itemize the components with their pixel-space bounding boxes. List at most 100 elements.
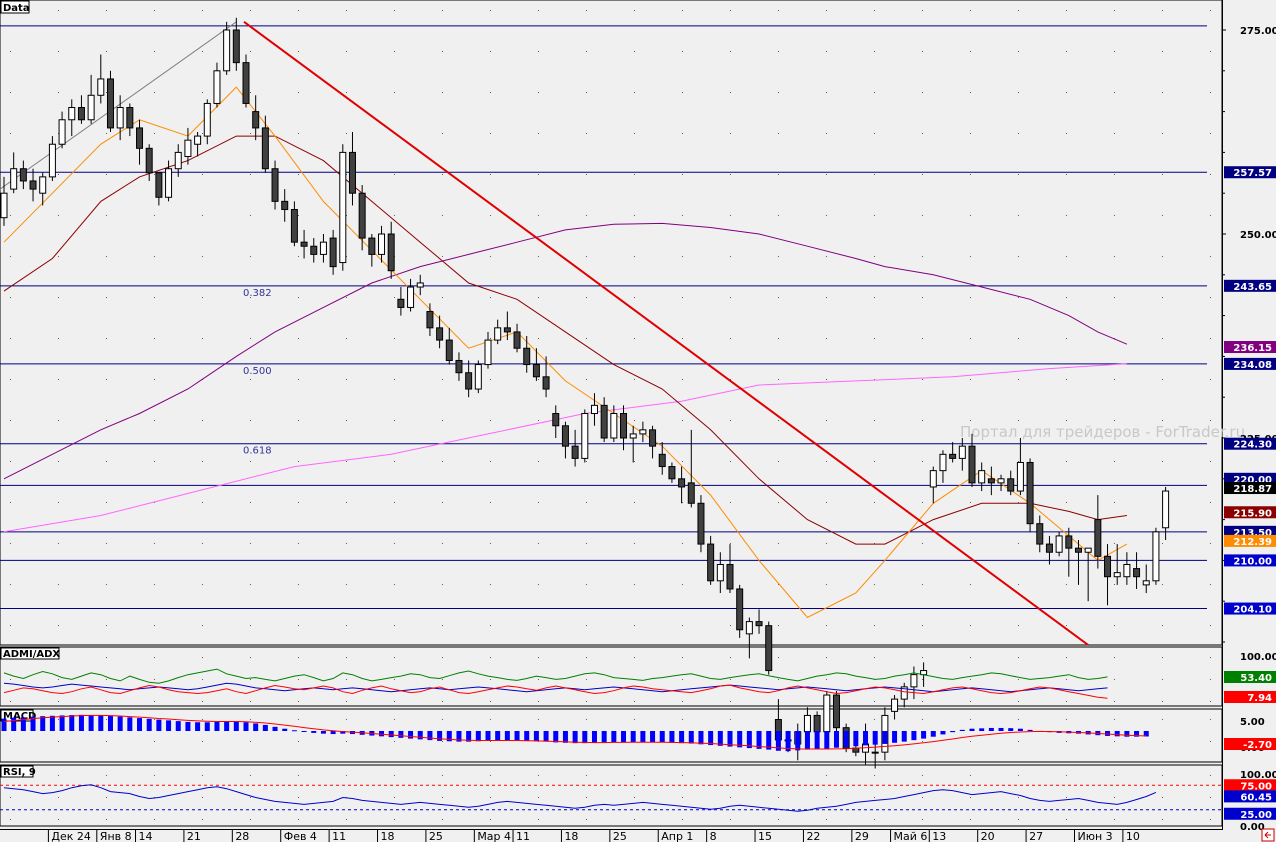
grid-dot [826, 502, 827, 503]
grid-dot [490, 51, 491, 52]
grid-dot [922, 338, 923, 339]
macd-bar [485, 731, 491, 741]
grid-dot [922, 215, 923, 216]
grid-dot [10, 502, 11, 503]
macd-bar [562, 731, 568, 743]
grid-dot [634, 379, 635, 380]
grid-dot [1066, 461, 1067, 462]
grid-dot [970, 92, 971, 93]
macd-bar [137, 718, 143, 731]
grid-dot [874, 338, 875, 339]
grid-dot [154, 775, 155, 776]
grid-dot [1018, 701, 1019, 702]
grid-dot [346, 701, 347, 702]
watermark: Портал для трейдеров - ForTrader.ru [960, 423, 1245, 441]
x-tick-label: Апр 1 [661, 830, 693, 842]
grid-dot [106, 379, 107, 380]
rsi-panel [0, 764, 1223, 827]
x-tick-label: 15 [758, 830, 772, 842]
price-tag-label: 212.39 [1233, 537, 1272, 548]
macd-bar [78, 714, 84, 731]
grid-dot [826, 797, 827, 798]
candle-body [765, 625, 773, 672]
grid-dot [634, 10, 635, 11]
grid-dot [1114, 719, 1115, 720]
price-tag: 243.65 [1224, 279, 1276, 293]
grid-dot [586, 775, 587, 776]
price-tag-label: 215.90 [1233, 508, 1272, 519]
grid-dot [106, 297, 107, 298]
price-tag: 218.87 [1224, 482, 1276, 495]
macd-bar [156, 719, 162, 731]
x-tick-label: 10 [1126, 830, 1140, 842]
grid-dot [346, 719, 347, 720]
grid-dot [250, 297, 251, 298]
candle-body [1133, 568, 1141, 578]
grid-dot [1114, 420, 1115, 421]
price-tag: 210.00 [1224, 554, 1276, 567]
macd-bar [417, 731, 423, 740]
grid-dot [1162, 379, 1163, 380]
macd-bar [921, 731, 927, 739]
grid-dot [442, 719, 443, 720]
macd-bar [901, 731, 907, 742]
grid-dot [442, 741, 443, 742]
rsi-value-tag: 60.45 [1224, 790, 1276, 803]
close-panel-button[interactable] [1261, 828, 1275, 842]
tag-box [1224, 671, 1276, 683]
grid-dot [922, 819, 923, 820]
grid-dot [442, 133, 443, 134]
grid-dot [538, 819, 539, 820]
grid-dot [922, 625, 923, 626]
grid-dot [154, 625, 155, 626]
grid-dot [586, 584, 587, 585]
grid-dot [682, 10, 683, 11]
adx-title-box [0, 647, 60, 660]
candle-body [1152, 531, 1160, 582]
macd-bar [746, 731, 752, 749]
grid-dot [1018, 679, 1019, 680]
macd-bar [98, 715, 104, 731]
grid-dot [730, 174, 731, 175]
grid-dot [970, 797, 971, 798]
grid-dot [298, 775, 299, 776]
grid-dot [826, 679, 827, 680]
grid-dot [970, 174, 971, 175]
grid-dot [730, 297, 731, 298]
grid-dot [154, 819, 155, 820]
grid-dot [730, 133, 731, 134]
candle-body [29, 180, 37, 190]
price-tag: 204.10 [1224, 602, 1276, 616]
grid-dot [298, 256, 299, 257]
macd-bar [253, 723, 259, 731]
grid-dot [682, 297, 683, 298]
price-tag: 212.39 [1224, 534, 1276, 548]
grid-dot [154, 174, 155, 175]
grid-dot [250, 719, 251, 720]
grid-dot [490, 10, 491, 11]
grid-dot [586, 819, 587, 820]
candle-body [1142, 580, 1150, 586]
candle-body [300, 241, 308, 247]
grid-dot [202, 741, 203, 742]
grid-dot [58, 543, 59, 544]
macd-bar [669, 731, 675, 743]
grid-dot [730, 502, 731, 503]
x-tick-label: 28 [235, 830, 249, 842]
grid-dot [970, 10, 971, 11]
grid-dot [490, 420, 491, 421]
grid-dot [730, 797, 731, 798]
grid-dot [58, 379, 59, 380]
candle-body [910, 674, 918, 688]
x-tick-label: Фев 4 [284, 830, 317, 842]
grid-dot [922, 92, 923, 93]
grid-dot [298, 657, 299, 658]
grid-dot [346, 625, 347, 626]
grid-dot [970, 297, 971, 298]
candle-body [503, 327, 511, 333]
grid-dot [1162, 625, 1163, 626]
grid-dot [202, 775, 203, 776]
grid-dot [202, 297, 203, 298]
candle-body [629, 433, 637, 439]
